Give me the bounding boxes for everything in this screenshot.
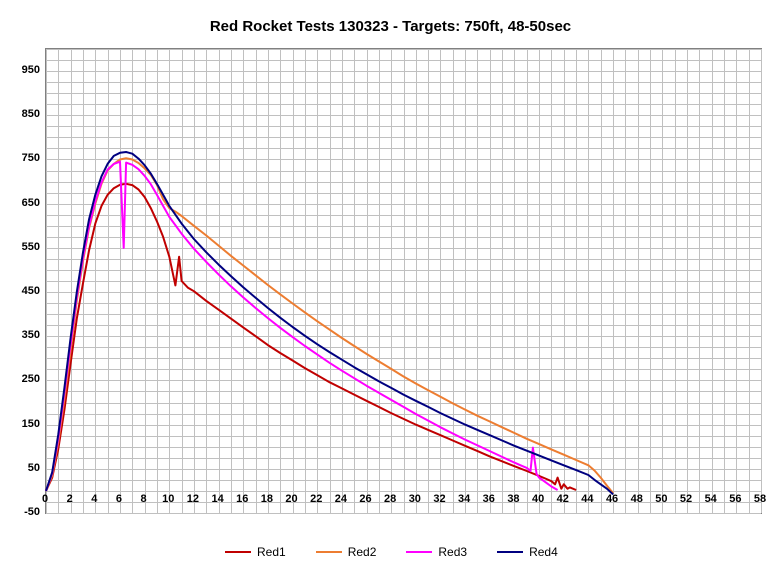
legend-swatch <box>497 551 523 553</box>
y-tick-label: 50 <box>10 462 40 474</box>
x-tick-label: 8 <box>141 493 147 505</box>
x-tick-label: 16 <box>236 493 248 505</box>
y-tick-label: 950 <box>10 64 40 76</box>
x-tick-label: 40 <box>532 493 544 505</box>
x-tick-label: 18 <box>261 493 273 505</box>
legend-swatch <box>406 551 432 553</box>
grid-line-v <box>761 49 762 513</box>
x-tick-label: 20 <box>285 493 297 505</box>
x-tick-label: 48 <box>631 493 643 505</box>
legend-item-red2: Red2 <box>316 545 377 559</box>
x-tick-label: 2 <box>67 493 73 505</box>
legend: Red1 Red2 Red3 Red4 <box>225 545 558 559</box>
x-tick-label: 56 <box>729 493 741 505</box>
legend-label: Red1 <box>257 545 286 559</box>
series-line-red2 <box>46 158 613 493</box>
x-tick-label: 22 <box>310 493 322 505</box>
x-tick-label: 10 <box>162 493 174 505</box>
x-tick-label: 44 <box>581 493 593 505</box>
legend-label: Red3 <box>438 545 467 559</box>
x-tick-label: 14 <box>211 493 223 505</box>
legend-item-red3: Red3 <box>406 545 467 559</box>
legend-item-red4: Red4 <box>497 545 558 559</box>
y-tick-label: 450 <box>10 285 40 297</box>
series-line-red1 <box>46 184 576 491</box>
x-tick-label: 34 <box>458 493 470 505</box>
x-tick-label: 28 <box>384 493 396 505</box>
y-tick-label: -50 <box>10 506 40 518</box>
legend-item-red1: Red1 <box>225 545 286 559</box>
y-tick-label: 750 <box>10 152 40 164</box>
x-tick-label: 6 <box>116 493 122 505</box>
x-tick-label: 30 <box>409 493 421 505</box>
series-line-red3 <box>46 162 558 491</box>
grid-line-h <box>46 513 761 514</box>
x-tick-label: 54 <box>705 493 717 505</box>
y-tick-label: 650 <box>10 197 40 209</box>
x-tick-label: 50 <box>655 493 667 505</box>
y-tick-label: 350 <box>10 329 40 341</box>
chart-container: Red Rocket Tests 130323 - Targets: 750ft… <box>0 0 781 578</box>
x-tick-label: 26 <box>359 493 371 505</box>
x-tick-label: 46 <box>606 493 618 505</box>
legend-swatch <box>316 551 342 553</box>
plot-area <box>45 48 762 514</box>
series-svg <box>46 49 761 513</box>
y-tick-label: 550 <box>10 241 40 253</box>
x-tick-label: 4 <box>91 493 97 505</box>
legend-swatch <box>225 551 251 553</box>
x-tick-label: 24 <box>335 493 347 505</box>
x-tick-label: 38 <box>507 493 519 505</box>
y-tick-label: 150 <box>10 418 40 430</box>
x-tick-label: 42 <box>557 493 569 505</box>
legend-label: Red4 <box>529 545 558 559</box>
chart-title: Red Rocket Tests 130323 - Targets: 750ft… <box>0 18 781 35</box>
x-tick-label: 32 <box>433 493 445 505</box>
y-tick-label: 250 <box>10 373 40 385</box>
x-tick-label: 58 <box>754 493 766 505</box>
series-line-red4 <box>46 152 613 494</box>
x-tick-label: 36 <box>483 493 495 505</box>
y-tick-label: 850 <box>10 108 40 120</box>
legend-label: Red2 <box>348 545 377 559</box>
x-tick-label: 52 <box>680 493 692 505</box>
x-tick-label: 0 <box>42 493 48 505</box>
x-tick-label: 12 <box>187 493 199 505</box>
